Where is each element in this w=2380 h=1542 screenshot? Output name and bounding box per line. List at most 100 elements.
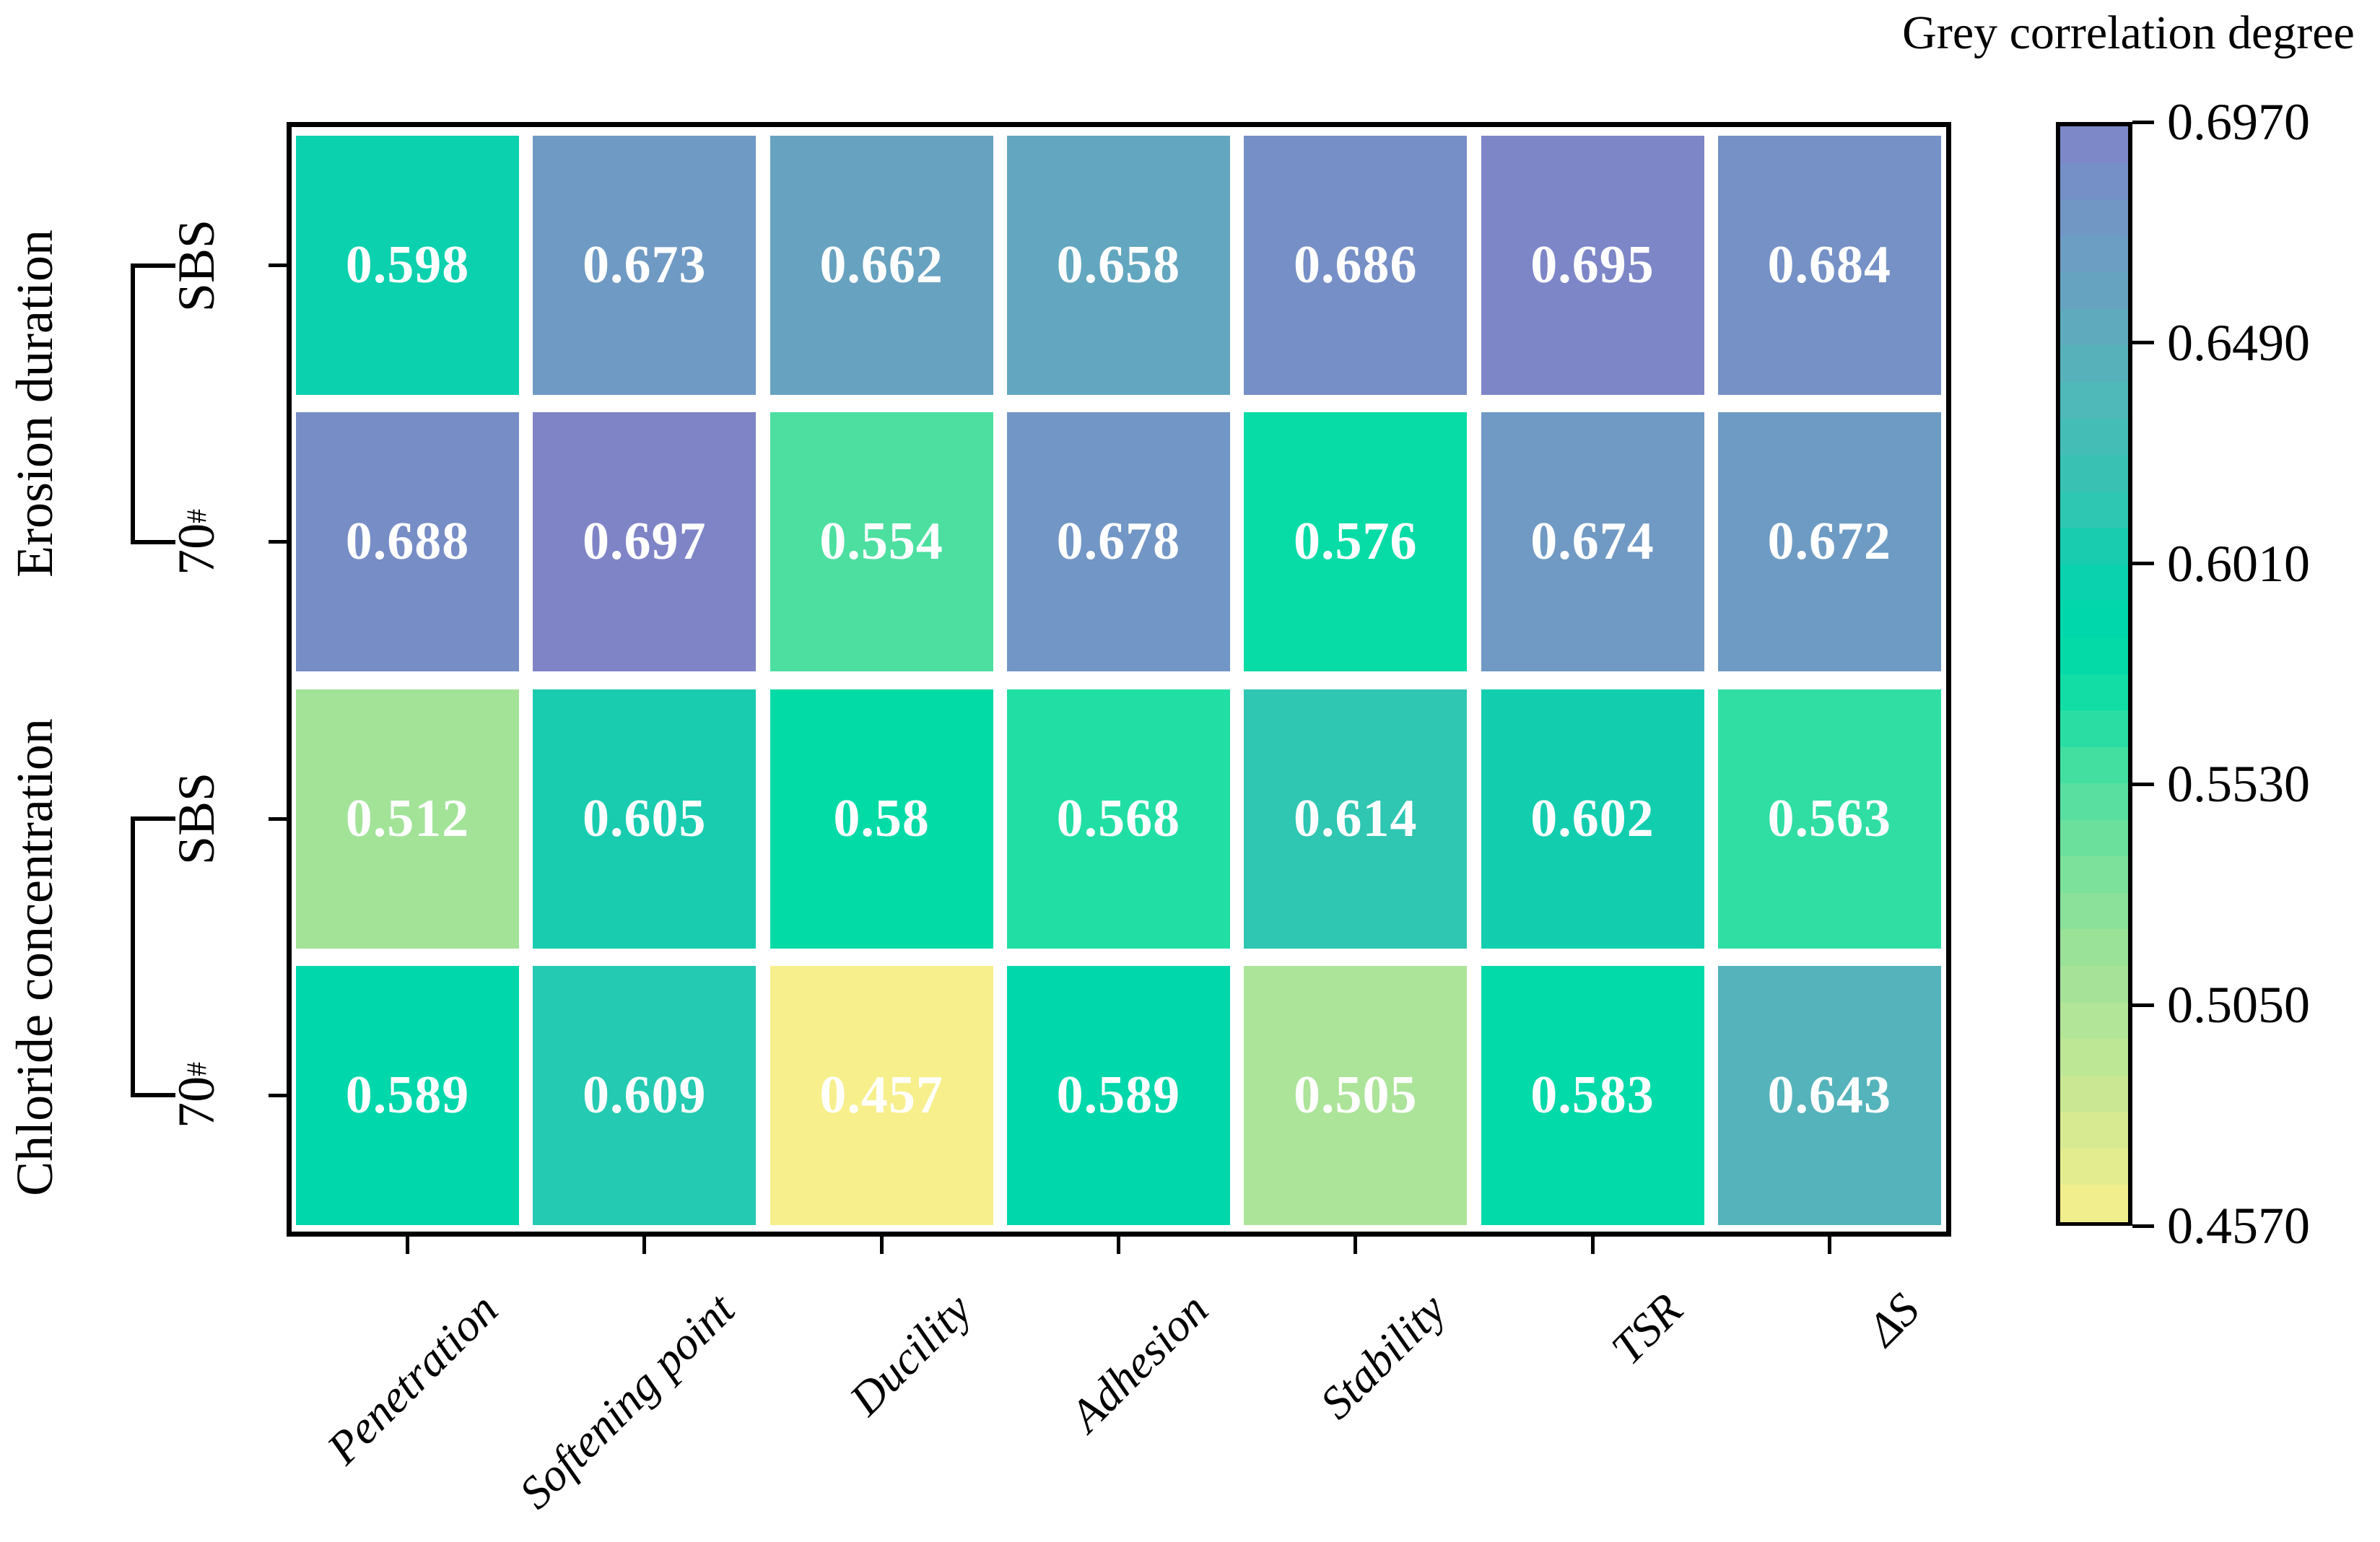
cell-value: 0.688 bbox=[345, 512, 470, 572]
bracket-line bbox=[131, 263, 175, 268]
cell-value: 0.589 bbox=[345, 1065, 470, 1125]
colorbar-band bbox=[2060, 564, 2128, 602]
colorbar-band bbox=[2060, 710, 2128, 748]
heatmap-cell: 0.697 bbox=[533, 412, 757, 672]
heatmap-cell: 0.598 bbox=[296, 136, 519, 395]
heatmap-cell: 0.658 bbox=[1006, 136, 1230, 395]
cell-value: 0.457 bbox=[819, 1065, 943, 1125]
colorbar-band bbox=[2060, 491, 2128, 529]
colorbar-band bbox=[2060, 601, 2128, 638]
cell-value: 0.602 bbox=[1530, 788, 1655, 848]
heatmap-cell: 0.614 bbox=[1244, 689, 1468, 949]
colorbar-band bbox=[2060, 819, 2128, 858]
bracket-line bbox=[131, 816, 135, 1098]
heatmap-cell: 0.686 bbox=[1244, 136, 1468, 395]
cell-value: 0.512 bbox=[345, 788, 470, 848]
heatmap-cell: 0.695 bbox=[1481, 136, 1704, 395]
cell-value: 0.658 bbox=[1056, 235, 1181, 295]
colorbar-band bbox=[2060, 455, 2128, 492]
row-group-label: Chloride concentration bbox=[5, 718, 64, 1196]
colorbar-band bbox=[2060, 674, 2128, 712]
cell-value: 0.554 bbox=[819, 512, 943, 572]
cell-value: 0.505 bbox=[1293, 1065, 1418, 1125]
colorbar-tick-label: 0.6970 bbox=[2167, 93, 2310, 151]
heatmap-cell: 0.576 bbox=[1244, 412, 1468, 672]
heatmap-cell: 0.678 bbox=[1006, 412, 1230, 672]
heatmap-cell: 0.589 bbox=[296, 965, 519, 1225]
colorbar-tick-label: 0.4570 bbox=[2167, 1197, 2310, 1255]
x-tick bbox=[1590, 1237, 1595, 1254]
colorbar-tick bbox=[2132, 341, 2154, 345]
colorbar-tick-label: 0.6010 bbox=[2167, 534, 2310, 593]
colorbar-band bbox=[2060, 528, 2128, 565]
heatmap-cell: 0.643 bbox=[1717, 965, 1941, 1225]
heatmap-cell: 0.672 bbox=[1717, 412, 1941, 672]
heatmap-cell: 0.688 bbox=[296, 412, 519, 672]
colorbar-band bbox=[2060, 1112, 2128, 1149]
bracket-line bbox=[131, 539, 175, 544]
y-tick bbox=[269, 263, 287, 267]
bracket-line bbox=[131, 816, 175, 822]
heatmap-cell: 0.589 bbox=[1006, 965, 1230, 1225]
x-axis-label: Penetration bbox=[316, 1283, 507, 1474]
heatmap-cell: 0.554 bbox=[770, 412, 993, 672]
cell-value: 0.589 bbox=[1056, 1065, 1181, 1125]
y-tick bbox=[269, 540, 287, 544]
colorbar-tick bbox=[2132, 1224, 2154, 1228]
heatmap-cell: 0.673 bbox=[533, 136, 757, 395]
heatmap-cell: 0.512 bbox=[296, 689, 519, 949]
colorbar-tick bbox=[2132, 120, 2154, 124]
cell-value: 0.598 bbox=[345, 235, 470, 295]
bracket-line bbox=[131, 263, 135, 544]
heatmap-cell: 0.583 bbox=[1481, 965, 1704, 1225]
heatmap-cell: 0.563 bbox=[1717, 689, 1941, 949]
x-tick bbox=[642, 1237, 647, 1254]
colorbar-tick bbox=[2132, 562, 2154, 566]
heatmap-cell: 0.662 bbox=[770, 136, 993, 395]
cell-value: 0.643 bbox=[1767, 1065, 1892, 1125]
heatmap-cell: 0.58 bbox=[770, 689, 993, 949]
colorbar-band bbox=[2060, 199, 2128, 237]
colorbar-tick bbox=[2132, 782, 2154, 786]
cell-value: 0.695 bbox=[1530, 235, 1655, 295]
colorbar-band bbox=[2060, 746, 2128, 785]
cell-value: 0.58 bbox=[833, 788, 930, 848]
cell-value: 0.673 bbox=[583, 235, 707, 295]
colorbar-band bbox=[2060, 162, 2128, 201]
colorbar-band bbox=[2060, 892, 2128, 931]
x-tick bbox=[1354, 1237, 1358, 1254]
cell-value: 0.605 bbox=[583, 788, 707, 848]
colorbar-band bbox=[2060, 1002, 2128, 1040]
heatmap-cell: 0.674 bbox=[1481, 412, 1704, 672]
y-tick bbox=[269, 816, 287, 821]
x-tick bbox=[1827, 1237, 1831, 1254]
colorbar-band bbox=[2060, 1148, 2128, 1186]
cell-value: 0.678 bbox=[1056, 512, 1181, 572]
colorbar-tick-label: 0.6490 bbox=[2167, 313, 2310, 372]
colorbar-tick bbox=[2132, 1003, 2154, 1007]
cell-value: 0.672 bbox=[1767, 512, 1892, 572]
heatmap-cell: 0.605 bbox=[533, 689, 757, 949]
colorbar-band bbox=[2060, 381, 2128, 419]
row-group-label: Erosion duration bbox=[5, 230, 64, 578]
cell-value: 0.563 bbox=[1767, 788, 1892, 848]
heatmap-cell: 0.602 bbox=[1481, 689, 1704, 949]
cell-value: 0.697 bbox=[583, 512, 707, 572]
colorbar-title: Grey correlation degree bbox=[1902, 6, 2355, 59]
cell-value: 0.686 bbox=[1293, 235, 1418, 295]
row-label: 70 # bbox=[167, 1062, 225, 1129]
colorbar-band bbox=[2060, 418, 2128, 456]
colorbar-band bbox=[2060, 856, 2128, 894]
cell-value: 0.684 bbox=[1767, 235, 1892, 295]
colorbar bbox=[2056, 122, 2132, 1226]
heatmap-cell: 0.684 bbox=[1717, 136, 1941, 395]
cell-value: 0.576 bbox=[1293, 512, 1418, 572]
cell-value: 0.609 bbox=[583, 1065, 707, 1125]
cell-value: 0.614 bbox=[1293, 788, 1418, 848]
x-tick bbox=[406, 1237, 409, 1254]
colorbar-band bbox=[2060, 235, 2128, 274]
heatmap-cell: 0.609 bbox=[533, 965, 757, 1225]
cell-value: 0.674 bbox=[1530, 512, 1655, 572]
cell-value: 0.583 bbox=[1530, 1065, 1655, 1125]
colorbar-tick-label: 0.5050 bbox=[2167, 976, 2310, 1034]
